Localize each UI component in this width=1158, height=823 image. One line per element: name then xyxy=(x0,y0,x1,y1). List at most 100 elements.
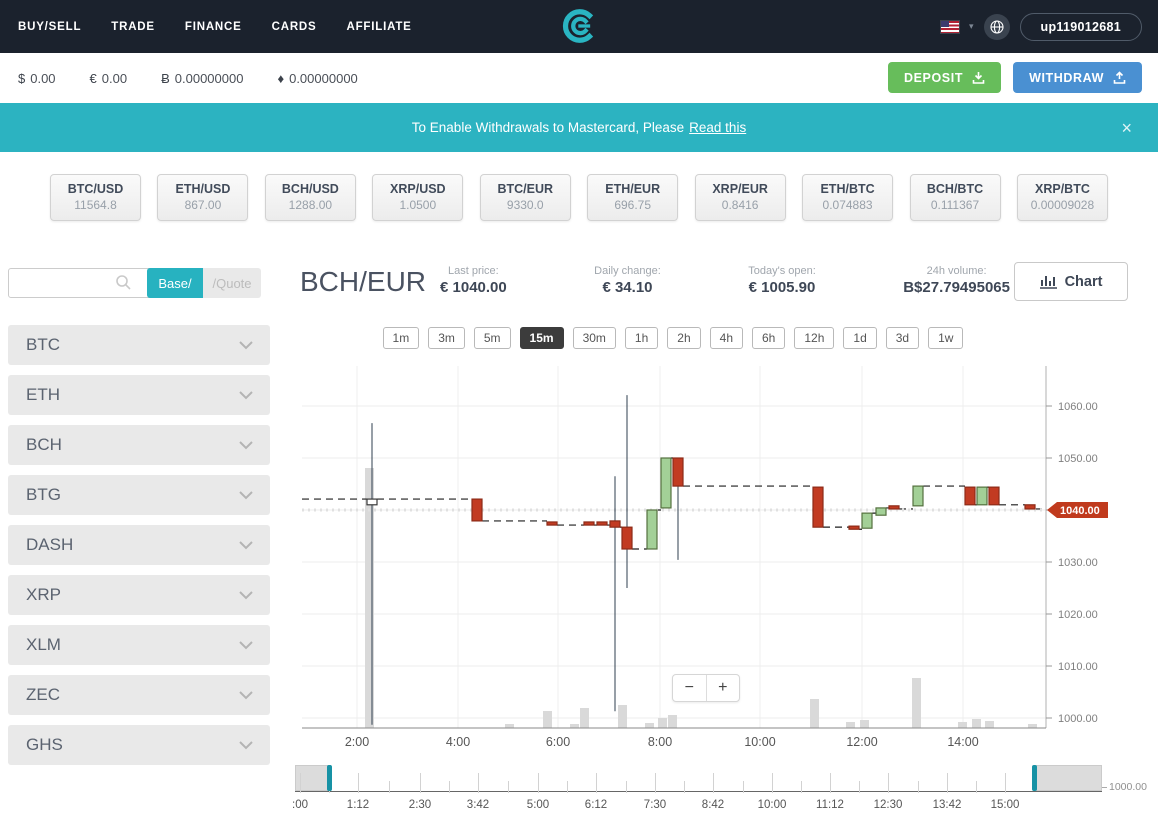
pair-price: 696.75 xyxy=(614,198,652,212)
balance-item: $0.00 xyxy=(18,71,56,86)
timeframe-button[interactable]: 1h xyxy=(624,327,659,349)
asset-name: GHS xyxy=(26,735,63,754)
pair-tile[interactable]: XRP/USD 1.0500 xyxy=(372,174,464,221)
stat-value: € 1040.00 xyxy=(440,279,507,296)
navigator-time-label: 6:12 xyxy=(584,799,608,811)
svg-text:1020.00: 1020.00 xyxy=(1058,609,1098,621)
navigator-track[interactable] xyxy=(295,765,1102,793)
chevron-down-icon xyxy=(239,341,253,350)
stat-label: 24h volume: xyxy=(926,265,987,277)
language-caret-icon[interactable]: ▾ xyxy=(969,21,974,31)
notification-banner: To Enable Withdrawals to Mastercard, Ple… xyxy=(0,103,1158,152)
deposit-label: DEPOSIT xyxy=(903,70,964,85)
timeframe-button[interactable]: 3m xyxy=(428,327,465,349)
pair-name: ETH/BTC xyxy=(820,182,875,196)
market-pair-title: BCH/EUR xyxy=(300,266,427,297)
pair-tile[interactable]: XRP/EUR 0.8416 xyxy=(694,174,786,221)
navigator-time-label: 11:12 xyxy=(816,799,844,811)
market-stat: 24h volume: B$27.79495065 xyxy=(903,265,1010,296)
svg-text:1050.00: 1050.00 xyxy=(1058,453,1098,465)
pair-tile[interactable]: ETH/BTC 0.074883 xyxy=(802,174,894,221)
language-flag-us[interactable] xyxy=(941,20,960,33)
navigator-time-label: 7:30 xyxy=(643,799,667,811)
chart-view-button[interactable]: Chart xyxy=(1014,262,1128,301)
pair-tile[interactable]: BCH/BTC 0.111367 xyxy=(909,174,1001,221)
asset-row[interactable]: BTG xyxy=(8,475,270,515)
chart-zoom-controls: − + xyxy=(672,674,740,702)
navigator-axis-tick xyxy=(1102,787,1107,788)
toggle-base-button[interactable]: Base/ xyxy=(147,268,203,298)
pair-price: 0.00009028 xyxy=(1030,198,1095,212)
navigator-minor-tick xyxy=(742,781,744,793)
navigator-right-handle[interactable] xyxy=(1032,765,1037,791)
pair-price: 9330.0 xyxy=(506,198,544,212)
top-nav-item[interactable]: TRADE xyxy=(111,20,155,33)
market-stat: Last price: € 1040.00 xyxy=(440,265,507,296)
svg-text:14:00: 14:00 xyxy=(947,735,978,749)
price-chart[interactable]: 1060.00 1050.00 1040.00 1030.00 1020.00 1010.… xyxy=(295,363,1158,757)
top-nav-item[interactable]: AFFILIATE xyxy=(346,20,412,33)
timeframe-button[interactable]: 5m xyxy=(473,327,511,349)
navigator-minor-tick xyxy=(389,781,390,793)
timeframe-button[interactable]: 1w xyxy=(928,327,964,349)
navigator-time-label: 15:00 xyxy=(990,799,1020,811)
timeframe-button[interactable]: 1m xyxy=(382,327,420,349)
asset-row[interactable]: ETH xyxy=(8,375,270,415)
banner-read-this-link[interactable]: Read this xyxy=(689,120,747,135)
timeframe-button[interactable]: 6h xyxy=(752,327,786,349)
banner-close-icon[interactable]: × xyxy=(1121,117,1132,138)
zoom-in-button[interactable]: + xyxy=(718,679,728,696)
asset-row[interactable]: BCH xyxy=(8,425,270,465)
svg-text:10:00: 10:00 xyxy=(744,735,775,749)
navigator-minor-tick xyxy=(917,781,919,793)
currency-symbol: ♦ xyxy=(277,70,285,86)
timeframe-button[interactable]: 2h xyxy=(667,327,701,349)
zoom-out-button[interactable]: − xyxy=(673,675,707,701)
globe-icon[interactable] xyxy=(983,13,1010,40)
timeframe-button[interactable]: 4h xyxy=(709,327,743,349)
withdraw-button[interactable]: WITHDRAW xyxy=(1013,62,1142,93)
deposit-button[interactable]: DEPOSIT xyxy=(887,62,1002,93)
toggle-quote-button[interactable]: /Quote xyxy=(203,268,261,298)
pair-name: BTC/EUR xyxy=(497,182,554,196)
asset-row[interactable]: DASH xyxy=(8,525,270,565)
market-stats: Last price: € 1040.00 Daily change: € 34… xyxy=(440,265,1010,296)
chevron-down-icon xyxy=(239,591,253,600)
pair-tile[interactable]: XRP/BTC 0.00009028 xyxy=(1016,174,1108,221)
asset-row[interactable]: XLM xyxy=(8,625,270,665)
timeframe-button[interactable]: 30m xyxy=(572,327,616,349)
currency-symbol: Ƀ xyxy=(161,70,170,86)
navigator-time-label: 1:12 xyxy=(346,799,370,811)
asset-row[interactable]: BTC xyxy=(8,325,270,365)
top-nav-item[interactable]: BUY/SELL xyxy=(18,20,82,33)
chart-navigator[interactable]: :00 1:12 2:30 3:42 5:00 6:12 7:30 8:42 10:00 11:1… xyxy=(292,763,1158,823)
top-nav-item[interactable]: CARDS xyxy=(271,20,317,33)
timeframe-button[interactable]: 15m xyxy=(519,327,564,349)
balance-amount: 0.00000000 xyxy=(174,70,244,86)
pair-tile[interactable]: ETH/EUR 696.75 xyxy=(587,174,679,221)
stat-label: Today's open: xyxy=(748,265,816,277)
pair-tile[interactable]: BCH/USD 1288.00 xyxy=(264,174,356,221)
asset-row[interactable]: GHS xyxy=(8,725,270,765)
timeframe-button[interactable]: 12h xyxy=(794,327,835,349)
timeframe-button[interactable]: 1d xyxy=(843,327,877,349)
pair-tile[interactable]: ETH/USD 867.00 xyxy=(157,174,249,221)
chevron-down-icon xyxy=(239,391,253,400)
top-nav-item[interactable]: FINANCE xyxy=(184,20,242,33)
svg-text:4:00: 4:00 xyxy=(446,735,470,749)
search-input[interactable] xyxy=(8,268,156,298)
cex-logo[interactable] xyxy=(560,7,598,50)
asset-row[interactable]: XRP xyxy=(8,575,270,615)
asset-row[interactable]: ZEC xyxy=(8,675,270,715)
pair-price: 11564.8 xyxy=(74,198,117,212)
navigator-time-label: 13:42 xyxy=(932,799,962,811)
timeframe-button[interactable]: 3d xyxy=(885,327,920,349)
pair-tile[interactable]: BTC/EUR 9330.0 xyxy=(479,174,571,221)
base-quote-toggle: Base/ /Quote xyxy=(147,268,261,298)
username-button[interactable]: up119012681 xyxy=(1019,12,1142,41)
svg-text:1040.00: 1040.00 xyxy=(1060,505,1100,517)
navigator-minor-tick xyxy=(859,781,860,793)
pair-tile[interactable]: BTC/USD 11564.8 xyxy=(50,174,141,221)
navigator-left-handle[interactable] xyxy=(327,765,332,791)
pair-name: XRP/USD xyxy=(390,182,446,196)
